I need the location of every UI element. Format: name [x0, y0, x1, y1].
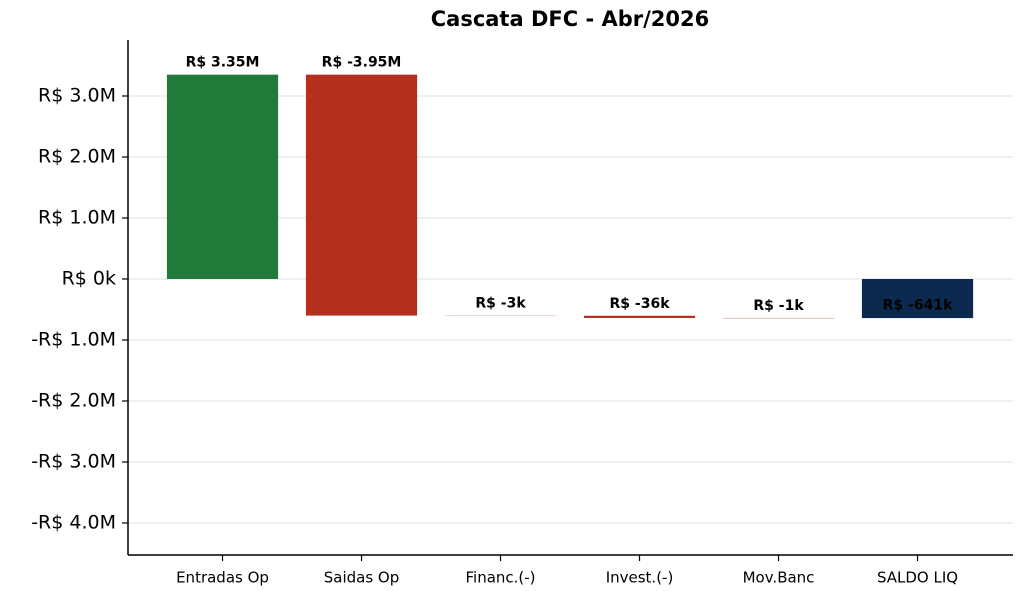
x-tick-label: Saidas Op — [324, 569, 400, 587]
y-tick-label: -R$ 2.0M — [31, 389, 116, 411]
bar — [166, 74, 279, 279]
y-tick-label: R$ 1.0M — [38, 206, 116, 228]
y-tick-label: R$ 2.0M — [38, 145, 116, 167]
y-tick-label: R$ 3.0M — [38, 84, 116, 106]
bar — [305, 74, 418, 316]
value-label: R$ -36k — [610, 296, 671, 312]
y-tick-label: -R$ 3.0M — [31, 450, 116, 472]
x-tick-label: Entradas Op — [176, 569, 269, 587]
chart-title: Cascata DFC - Abr/2026 — [431, 7, 710, 31]
x-tick-label: Mov.Banc — [743, 569, 815, 587]
value-label: R$ -3.95M — [322, 55, 402, 71]
value-label: R$ -641k — [883, 298, 953, 314]
x-tick-label: Invest.(-) — [606, 569, 674, 587]
value-label: R$ -3k — [475, 296, 526, 312]
y-tick-label: -R$ 1.0M — [31, 328, 116, 350]
y-tick-label: R$ 0k — [62, 267, 116, 289]
y-tick-label: -R$ 4.0M — [31, 511, 116, 533]
bar — [861, 278, 974, 319]
x-tick-label: Financ.(-) — [465, 569, 535, 587]
value-label: R$ 3.35M — [186, 55, 260, 71]
bar — [583, 315, 696, 318]
x-tick-label: SALDO LIQ — [877, 569, 958, 587]
value-label: R$ -1k — [753, 298, 804, 314]
